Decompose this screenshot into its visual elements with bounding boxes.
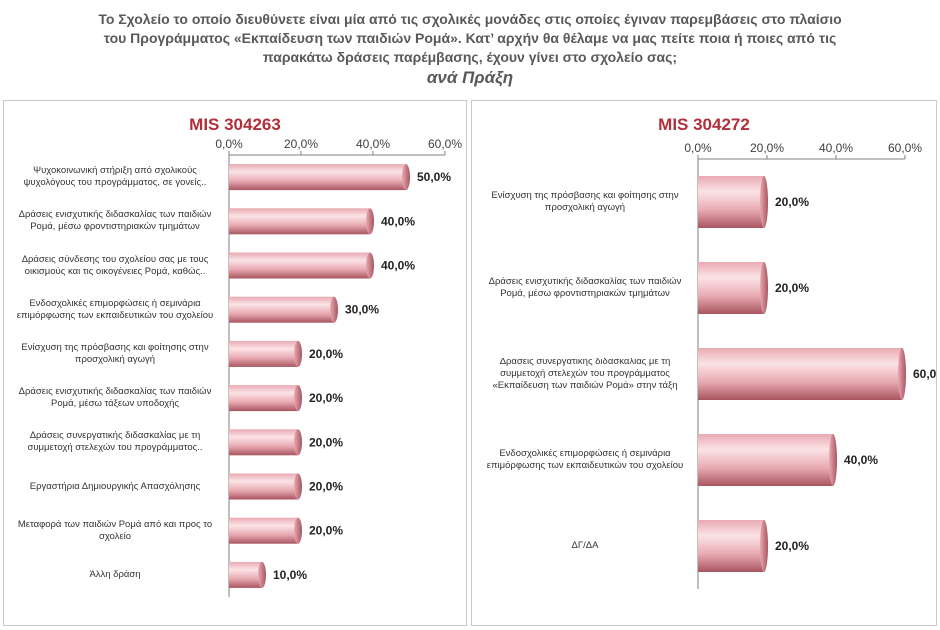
x-tick-label: 60,0% (888, 141, 922, 155)
chart-panel-left: MIS 304263 0,0% 20,0% 40,0% 60,0% 50,0% 40,0%… (3, 100, 467, 626)
chart-panel-right: MIS 304272 0,0% 20,0% 40,0% 60,0% 20,0% 20,0%… (471, 100, 937, 626)
x-tick-label: 0,0% (684, 141, 712, 155)
question-text: Το Σχολείο το οποίο διευθύνετε είναι μία… (98, 11, 842, 65)
bar-cap (258, 561, 266, 588)
bar (229, 340, 298, 367)
bar (698, 434, 833, 486)
data-label: 40,0% (381, 214, 415, 228)
category-label: Δράσεις ενισχυτικής διδασκαλίας των παιδ… (18, 386, 212, 410)
bar (229, 164, 406, 191)
bar (698, 520, 764, 572)
bar (229, 296, 334, 323)
category-label: Ψυχοκοινωνική στήριξη από σχολικούς ψυχο… (23, 165, 207, 189)
chart-title-left: MIS 304263 (189, 115, 281, 134)
bar-cap (760, 176, 768, 228)
category-label: Δράσεις σύνδεσης του σχολείου σας με του… (21, 253, 209, 277)
bar-cap (760, 520, 768, 572)
data-label: 50,0% (417, 170, 451, 184)
category-label: Ενίσχυση της πρόσβασης και φοίτησης στην… (21, 341, 209, 365)
x-tick-label: 60,0% (428, 137, 462, 151)
chart-svg-right: 0,0% 20,0% 40,0% 60,0% 20,0% 20,0% 60,0% 40,0% 2… (684, 141, 936, 589)
bar (698, 262, 764, 314)
bar (698, 348, 902, 400)
category-label: Άλλη δράση (89, 568, 141, 580)
category-label: Δράσεις συνεργατικής διδασκαλίας με τη σ… (492, 358, 678, 390)
x-tick-label: 40,0% (819, 141, 853, 155)
bar-cap (829, 434, 837, 486)
bar (229, 473, 298, 500)
x-tick-label: 20,0% (284, 137, 318, 151)
data-label: 20,0% (309, 480, 343, 494)
bar-cap (366, 252, 374, 279)
bar (698, 176, 764, 228)
category-label: Μεταφορά των παιδιών Ρομά από και προς τ… (17, 518, 213, 542)
chart-header: Το Σχολείο το οποίο διευθύνετε είναι μία… (0, 0, 940, 100)
bar-cap (402, 164, 410, 191)
data-label: 20,0% (309, 391, 343, 405)
x-tick-label: 20,0% (750, 141, 784, 155)
category-label: Δράσεις συνεργατικής διδασκαλίας με τη σ… (27, 430, 203, 454)
data-label: 20,0% (309, 435, 343, 449)
data-label: 30,0% (345, 303, 379, 317)
bar (229, 252, 370, 279)
x-tick-label: 40,0% (356, 137, 390, 151)
data-label: 20,0% (775, 195, 809, 209)
category-label: Ενδοσχολικές επιμορφώσεις ή σεμινάρια επ… (16, 297, 214, 321)
bar-cap (898, 348, 906, 400)
data-label: 40,0% (844, 453, 878, 467)
bar-cap (294, 517, 302, 544)
data-label: 10,0% (273, 568, 307, 582)
bar (229, 429, 298, 456)
x-tick-label: 0,0% (215, 137, 243, 151)
bar-cap (330, 296, 338, 323)
category-label: Ενίσχυση της πρόσβασης και φοίτησης στην… (491, 190, 679, 213)
chart-svg-left: 0,0% 20,0% 40,0% 60,0% 50,0% 40,0% 40,0% 30,0% 2… (215, 137, 462, 597)
bar-cap (366, 208, 374, 235)
bar-cap (294, 340, 302, 367)
category-label: Ενδοσχολικές επιμορφώσεις ή σεμινάρια επ… (486, 448, 684, 471)
category-label: Δράσεις ενισχυτικής διδασκαλίας των παιδ… (18, 209, 212, 233)
data-label: 60,0% (913, 367, 936, 381)
chart-title-right: MIS 304272 (658, 115, 750, 134)
bar (229, 561, 262, 588)
data-label: 20,0% (309, 524, 343, 538)
data-label: 40,0% (381, 259, 415, 273)
data-label: 20,0% (775, 281, 809, 295)
data-label: 20,0% (309, 347, 343, 361)
category-label: Δράσεις ενισχυτικής διδασκαλίας των παιδ… (488, 276, 682, 299)
bar (229, 517, 298, 544)
bar (229, 208, 370, 235)
category-label: Εργαστήρια Δημιουργικής Απασχόλησης (29, 480, 201, 492)
bar-cap (760, 262, 768, 314)
bar (229, 385, 298, 412)
bar-cap (294, 429, 302, 456)
data-label: 20,0% (775, 539, 809, 553)
chart-subtitle: ανά Πράξη (426, 68, 514, 87)
bar-cap (294, 473, 302, 500)
bar-cap (294, 385, 302, 412)
category-label: ΔΓ/ΔΑ (571, 540, 599, 551)
